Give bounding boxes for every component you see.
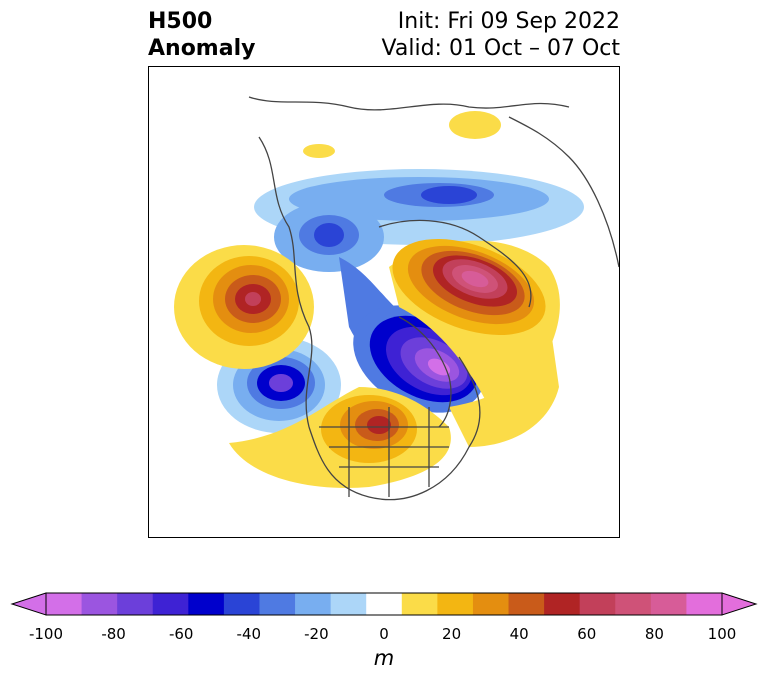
colorbar-bin <box>472 593 510 615</box>
colorbar-bin <box>295 593 332 615</box>
colorbar-extend-low <box>10 592 47 616</box>
colorbar-unit: m <box>373 646 395 670</box>
colorbar-frame <box>45 592 723 616</box>
colorbar-tick-label: -20 <box>304 625 329 643</box>
field-title-line1: H500 <box>148 9 213 34</box>
colorbar-tick-label: -100 <box>28 625 64 643</box>
colorbar-graphic <box>10 592 758 616</box>
positive-anomaly-pacific <box>174 245 314 369</box>
positive-anomaly-siberia <box>303 111 501 158</box>
positive-anomaly-usa <box>229 387 451 488</box>
colorbar-bin <box>259 593 296 615</box>
colorbar <box>0 588 768 678</box>
colorbar-bin <box>579 593 616 615</box>
positive-anomaly-atlantic <box>449 317 559 447</box>
time-info: Init: Fri 09 Sep 2022 Valid: 01 Oct – 07… <box>382 8 620 62</box>
colorbar-bin <box>437 593 474 615</box>
colorbar-bin <box>650 593 687 615</box>
colorbar-bin <box>615 593 652 615</box>
init-date: Init: Fri 09 Sep 2022 <box>397 9 620 34</box>
colorbar-tick-label: 40 <box>509 625 529 643</box>
colorbar-tick-label: 80 <box>644 625 664 643</box>
colorbar-bin <box>508 593 545 615</box>
colorbar-bin <box>81 593 118 615</box>
coastlines <box>248 96 619 501</box>
anomaly-map <box>148 66 620 538</box>
colorbar-bin <box>544 593 581 615</box>
colorbar-tick-label: -80 <box>101 625 126 643</box>
colorbar-tick-label: -60 <box>168 625 194 643</box>
colorbar-bin <box>152 593 189 615</box>
colorbar-tick-label: 100 <box>707 625 737 643</box>
colorbar-bin <box>46 593 83 615</box>
colorbar-bin <box>366 593 403 615</box>
colorbar-bin <box>188 593 225 615</box>
positive-anomaly-greenland <box>389 238 560 410</box>
colorbar-bin <box>330 593 367 615</box>
field-title: H500 Anomaly <box>148 8 255 62</box>
colorbar-bin <box>686 593 723 615</box>
colorbar-bin <box>401 593 438 615</box>
colorbar-tick-label: -40 <box>236 625 262 643</box>
map-canvas <box>174 96 619 501</box>
colorbar-bin <box>117 593 154 615</box>
colorbar-tick-label: 60 <box>577 625 597 643</box>
field-title-line2: Anomaly <box>148 36 256 61</box>
colorbar-tick-label: 20 <box>442 625 462 643</box>
colorbar-tick-label: 0 <box>379 625 389 643</box>
colorbar-bin <box>223 593 260 615</box>
colorbar-extend-high <box>721 592 758 616</box>
valid-range: Valid: 01 Oct – 07 Oct <box>381 36 620 61</box>
